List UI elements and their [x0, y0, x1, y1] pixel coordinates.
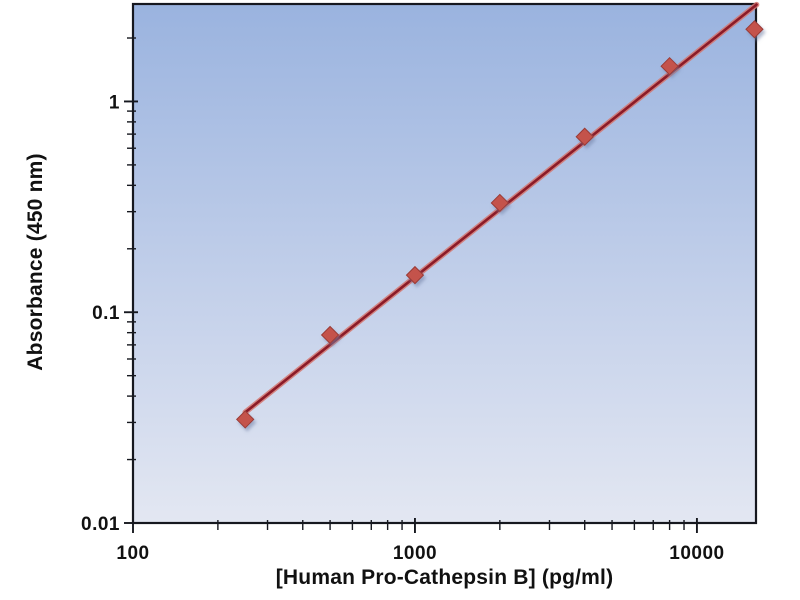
plot-border	[131, 2, 758, 525]
data-point-marker	[320, 325, 340, 345]
x-axis-title: [Human Pro-Cathepsin B] (pg/ml)	[275, 566, 614, 589]
x-tick-label: 1000	[393, 543, 437, 564]
data-point-marker	[405, 265, 425, 285]
y-tick-label: 0.1	[92, 303, 120, 324]
y-axis-title: Absorbance (450 nm)	[24, 153, 47, 371]
data-point-marker	[235, 410, 255, 429]
data-point-marker	[660, 56, 679, 76]
x-tick-label: 10000	[669, 543, 724, 564]
data-point-marker	[490, 193, 510, 213]
y-tick-label: 0.01	[81, 514, 120, 535]
data-point-marker	[575, 127, 594, 146]
x-tick-label: 100	[116, 543, 149, 564]
data-point-marker	[745, 20, 764, 39]
y-tick-label: 1	[109, 92, 120, 113]
data-point-group	[235, 20, 764, 429]
